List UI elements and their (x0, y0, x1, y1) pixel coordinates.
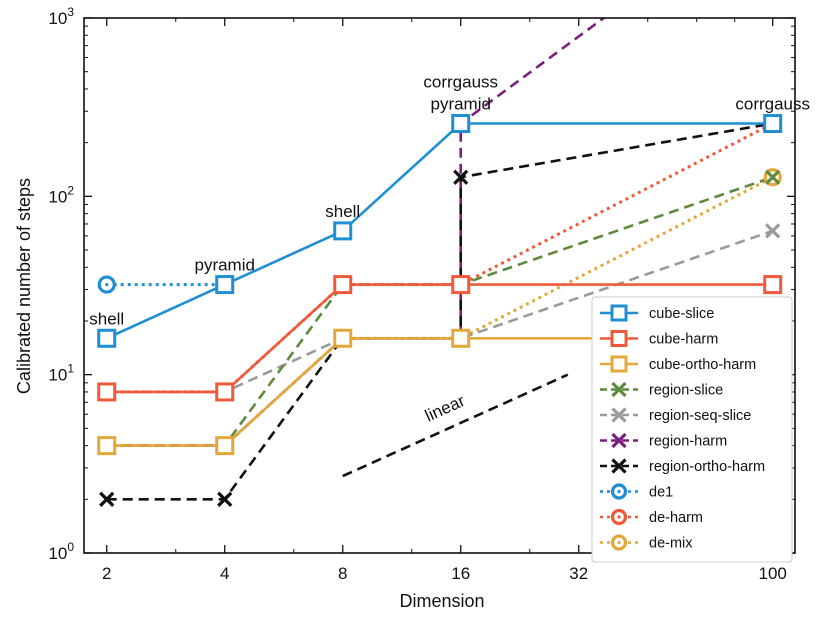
y-tick-exp: 3 (67, 5, 74, 19)
annotation-label: corrgauss (735, 95, 810, 114)
annotation-label: pyramid (430, 95, 490, 114)
y-tick-base: 10 (48, 366, 67, 385)
legend-marker-stroke-b (611, 432, 627, 449)
legend-marker-stroke-b (611, 458, 627, 474)
legend-label: de-mix (649, 536, 693, 552)
legend-box (591, 296, 793, 563)
point-cube-harm (333, 275, 353, 295)
legend-item-de-mix: de-mix (600, 534, 693, 552)
legend-label: region-seq-slice (649, 408, 751, 424)
x-tick-label: 2 (102, 564, 111, 583)
x-tick-label: 8 (338, 564, 347, 583)
legend-marker (611, 381, 627, 398)
point-cube-harm (97, 382, 117, 402)
legend-marker-center (617, 515, 621, 519)
point-region-ortho-harm (453, 169, 469, 185)
legend-marker (610, 355, 628, 373)
point-region-ortho-harm (99, 491, 115, 507)
legend-label: de1 (649, 485, 673, 501)
point-cube-ortho-harm (97, 436, 117, 456)
annotation-label: pyramid (194, 256, 254, 275)
legend-label: region-slice (649, 383, 723, 399)
legend-item-de-harm: de-harm (600, 508, 703, 526)
y-tick-base: 10 (48, 544, 67, 563)
point-de1-center (105, 282, 109, 287)
legend-item-region-ortho-harm: region-ortho-harm (600, 458, 765, 475)
point-cube-ortho-harm (215, 436, 235, 456)
point-cube-slice (97, 328, 117, 348)
x-axis-label: Dimension (399, 591, 484, 611)
legend-marker (611, 407, 627, 423)
x-tick-label: 100 (759, 564, 787, 583)
legend-item-cube-harm: cube-harm (600, 330, 718, 348)
point-region-slice-stroke-b (765, 169, 781, 185)
y-tick-exp: 1 (67, 362, 74, 376)
legend-marker-stroke-b (611, 407, 627, 423)
reference-line: linear (342, 373, 569, 478)
x-tick-label: 4 (220, 564, 229, 583)
legend-item-de1: de1 (600, 483, 673, 501)
point-cube-slice (451, 114, 471, 134)
legend-label: cube-ortho-harm (649, 357, 756, 373)
y-axis-label: Calibrated number of steps (14, 178, 34, 394)
legend-marker-center (617, 489, 621, 494)
annotation-label: corrgauss (423, 73, 498, 92)
legend-label: cube-harm (649, 332, 718, 348)
legend-item-cube-ortho-harm: cube-ortho-harm (600, 355, 756, 373)
legend-item-region-slice: region-slice (600, 381, 723, 399)
legend: cube-slice cube-harm cube-ortho-harm region… (591, 296, 793, 563)
y-tick-label: 102 (48, 183, 74, 206)
point-cube-slice (763, 114, 783, 134)
point-region-ortho-harm (217, 491, 233, 507)
point-region-seq-slice (765, 223, 781, 239)
legend-item-region-harm: region-harm (600, 432, 727, 450)
plot-frame (83, 17, 796, 554)
annotation-label: shell (89, 309, 124, 328)
legend-marker (610, 330, 628, 347)
x-tick-label: 16 (451, 564, 470, 583)
legend-marker (611, 458, 627, 474)
legend-label: de-harm (649, 510, 703, 526)
series-group (97, 18, 783, 507)
annotation-label: shell (325, 202, 360, 221)
legend-label: region-harm (649, 434, 727, 450)
point-region-seq-slice-stroke-b (765, 223, 781, 239)
legend-label: region-ortho-harm (649, 459, 765, 475)
point-cube-harm (451, 275, 471, 295)
y-tick-label: 100 (48, 540, 74, 563)
point-cube-slice (333, 221, 353, 241)
linear-label: linear (422, 391, 468, 426)
point-region-ortho-harm-stroke-b (453, 169, 469, 185)
x-tick-label: 32 (569, 564, 588, 583)
series-markers (97, 114, 783, 507)
legend-label: cube-slice (649, 306, 714, 322)
legend-marker-stroke-b (611, 381, 627, 398)
point-cube-ortho-harm (333, 328, 353, 348)
point-cube-harm (215, 382, 235, 402)
legend-item-region-seq-slice: region-seq-slice (600, 407, 751, 424)
point-region-ortho-harm-stroke-b (217, 491, 233, 507)
y-tick-exp: 2 (67, 183, 74, 197)
y-tick-base: 10 (48, 187, 67, 206)
y-tick-label: 101 (48, 362, 74, 385)
point-cube-ortho-harm (451, 328, 471, 348)
legend-marker (611, 432, 627, 449)
legend-marker-center (617, 540, 621, 545)
linear-reference-line (342, 373, 569, 478)
annotations: shell pyramid shell corrgauss pyramid corrgau… (89, 73, 810, 329)
point-cube-slice (215, 275, 235, 295)
point-region-ortho-harm-stroke-b (99, 491, 115, 507)
point-region-slice (765, 169, 781, 185)
point-cube-harm (763, 275, 783, 295)
y-tick-base: 10 (48, 9, 67, 28)
legend-marker (610, 304, 628, 322)
y-tick-label: 103 (48, 5, 74, 28)
y-tick-exp: 0 (67, 540, 74, 554)
series-line-region-slice (106, 175, 774, 447)
legend-item-cube-slice: cube-slice (600, 304, 714, 322)
